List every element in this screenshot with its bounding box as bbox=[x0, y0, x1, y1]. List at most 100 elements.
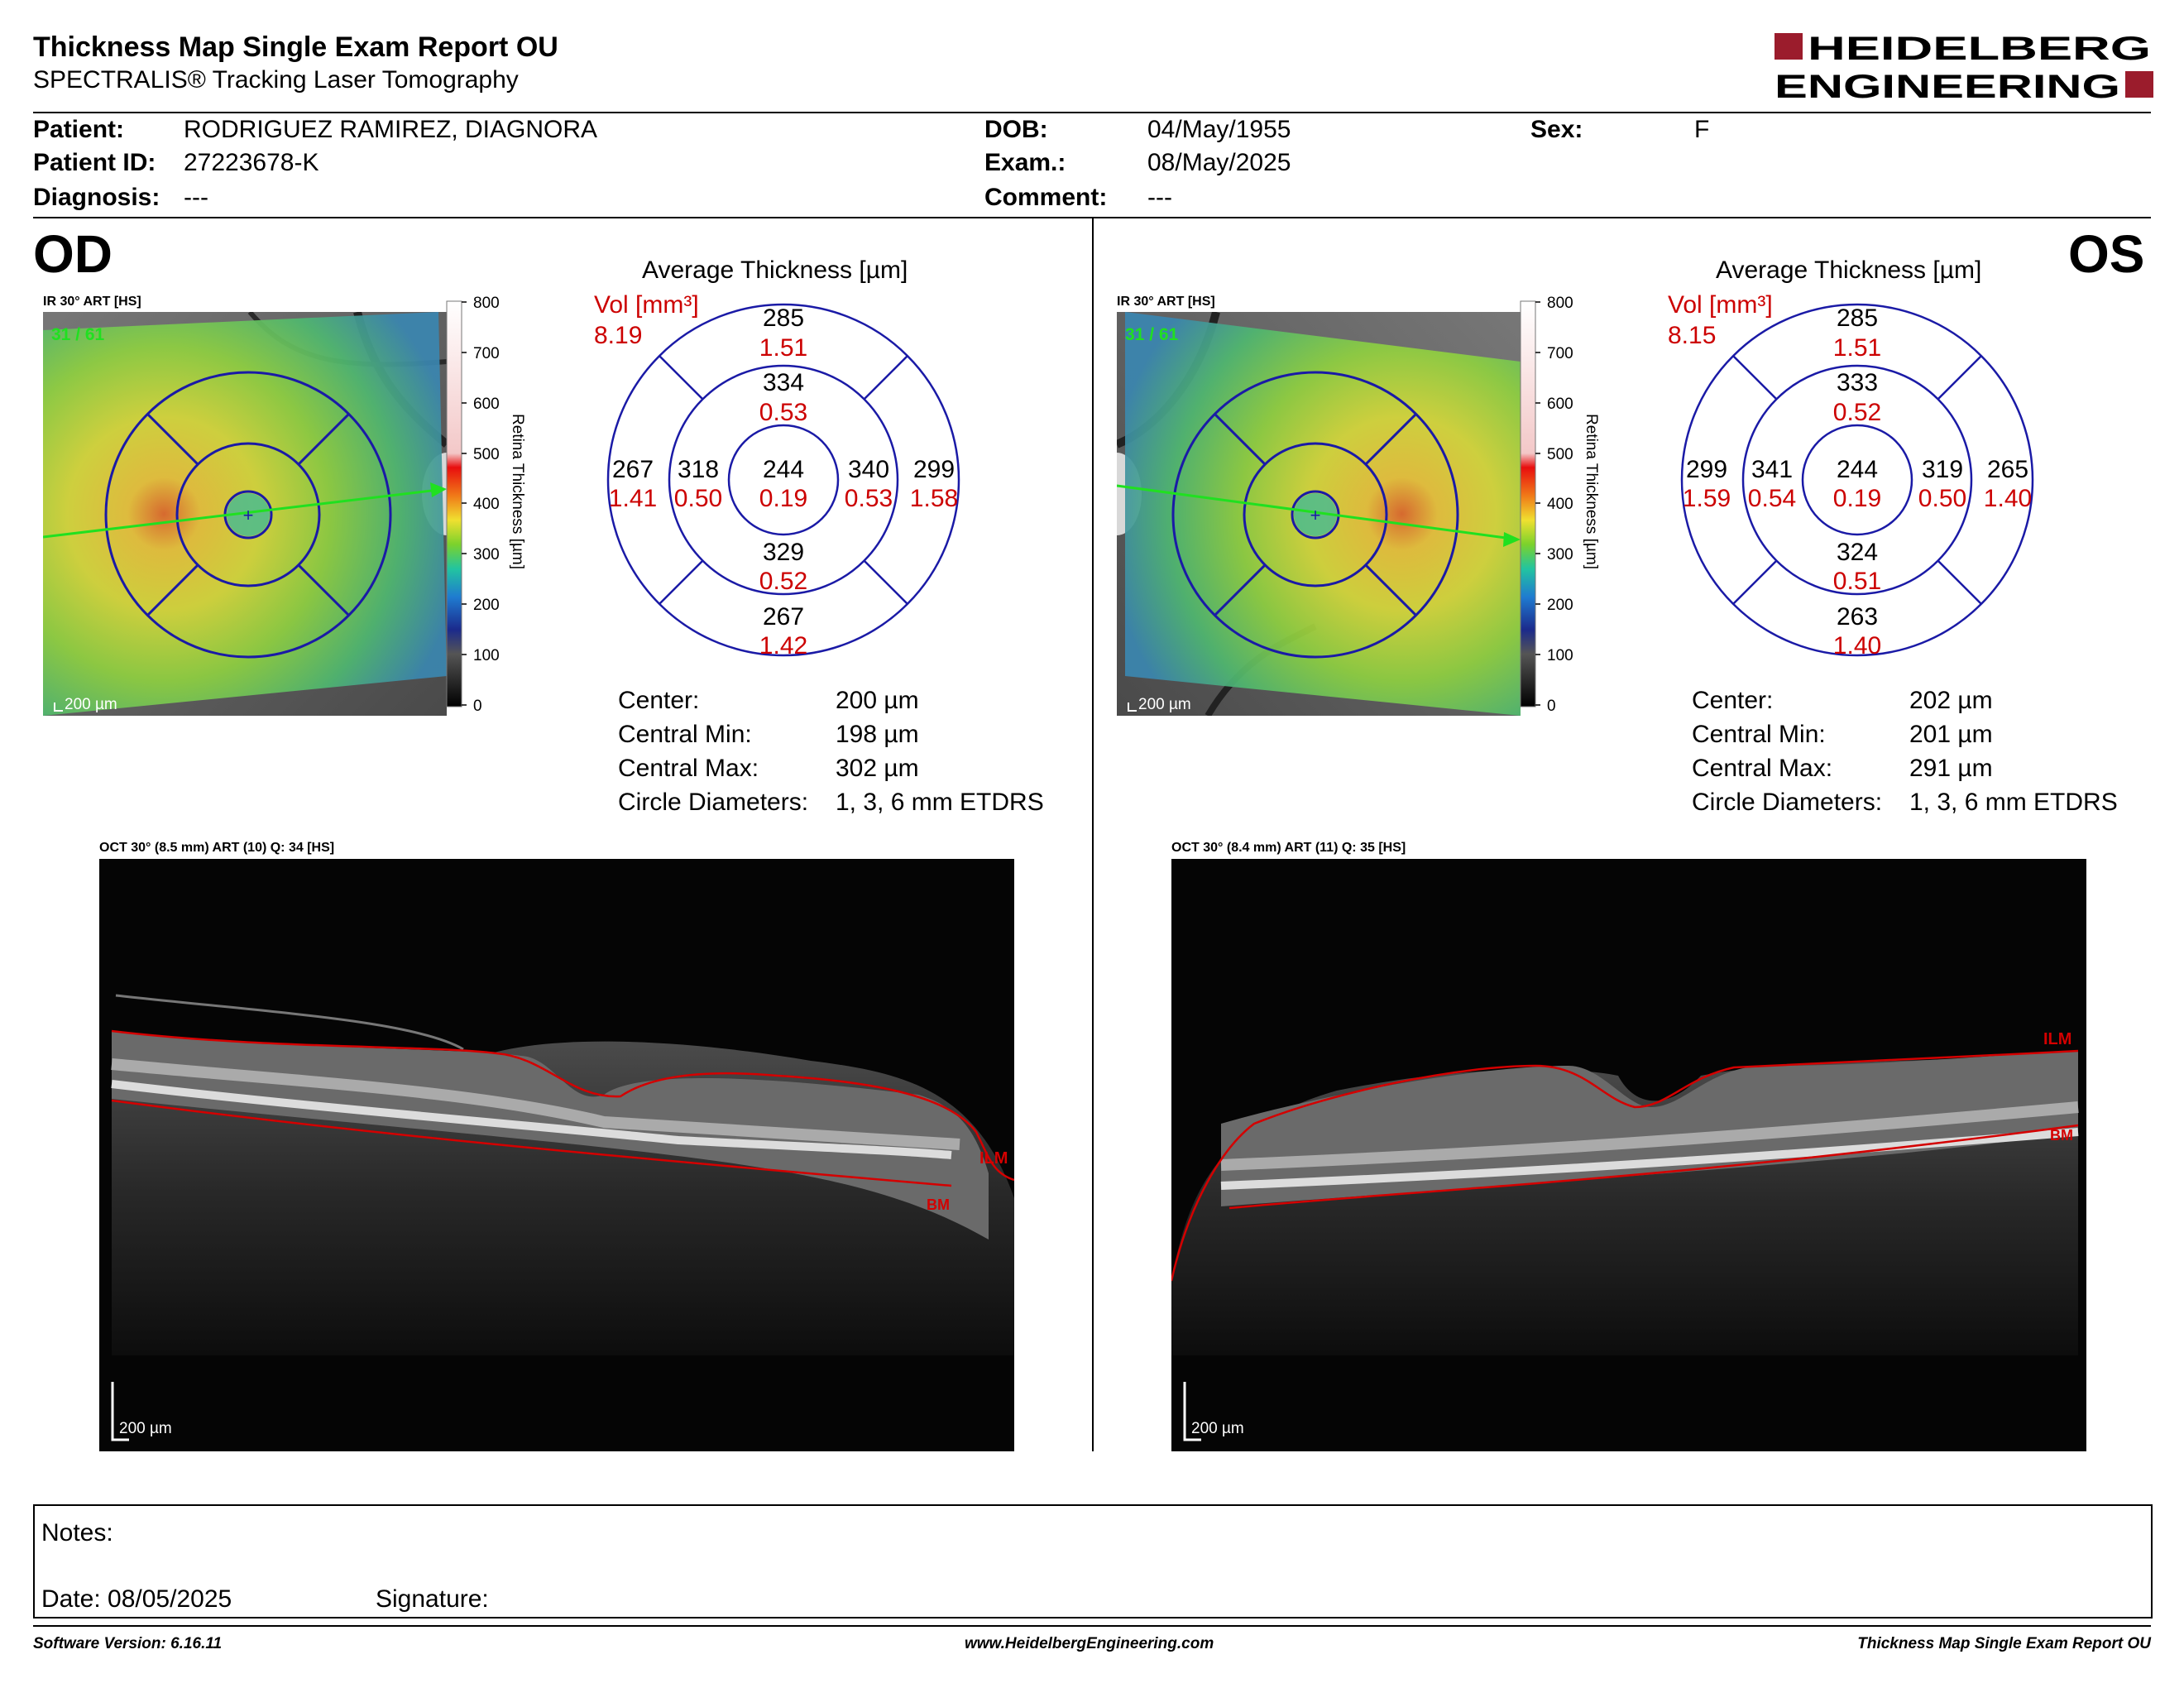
od-inner-inferior-volume: 0.52 bbox=[759, 568, 807, 595]
od-ir-scale: 200 µm bbox=[65, 696, 117, 713]
footer-divider bbox=[33, 1625, 2151, 1627]
notes-box[interactable]: Notes: Date: 08/05/2025 Signature: bbox=[33, 1504, 2153, 1618]
od-central-max-label: Central Max: bbox=[618, 755, 759, 782]
od-cbar-tick-700: 700 bbox=[473, 345, 500, 362]
od-slice-counter: 31 / 61 bbox=[51, 325, 105, 344]
os-bm-label: BM bbox=[2050, 1127, 2073, 1144]
patient-id: 27223678-K bbox=[184, 149, 319, 176]
od-inner-nasal-volume: 0.53 bbox=[845, 485, 893, 512]
os-inner-inferior-thickness: 324 bbox=[1837, 539, 1878, 566]
software-version: Software Version: 6.16.11 bbox=[33, 1635, 223, 1652]
od-outer-nasal-thickness: 299 bbox=[913, 456, 955, 483]
os-outer-superior-volume: 1.51 bbox=[1833, 334, 1881, 362]
os-center-thickness: 244 bbox=[1837, 456, 1878, 483]
os-colorbar-title: Retina Thickness [µm] bbox=[1583, 414, 1600, 569]
od-cbar-tick-0: 0 bbox=[473, 698, 482, 715]
exam-value: 08/May/2025 bbox=[1147, 149, 1291, 176]
report-subtitle: SPECTRALIS® Tracking Laser Tomography bbox=[33, 66, 519, 94]
eye-divider bbox=[1092, 218, 1094, 1451]
os-central-min-value: 201 µm bbox=[1909, 721, 1993, 748]
svg-text:+: + bbox=[243, 505, 254, 525]
os-oct-bscan: ILM BM 200 µm bbox=[1171, 859, 2086, 1451]
od-center-label: Center: bbox=[618, 687, 700, 714]
notes-label: Notes: bbox=[41, 1519, 113, 1547]
heidelberg-logo: HEIDELBERG ENGINEERING bbox=[1774, 31, 2153, 103]
website-link[interactable]: www.HeidelbergEngineering.com bbox=[965, 1635, 1214, 1652]
os-cbar-tick-800: 800 bbox=[1547, 296, 1573, 312]
os-cbar-tick-300: 300 bbox=[1547, 546, 1573, 563]
od-oct-bscan: ILM BM 200 µm bbox=[99, 859, 1014, 1451]
od-oct-header: OCT 30° (8.5 mm) ART (10) Q: 34 [HS] bbox=[99, 841, 335, 855]
logo-line2: ENGINEERING bbox=[1774, 69, 2120, 103]
od-inner-temporal-volume: 0.50 bbox=[674, 485, 722, 512]
od-outer-nasal-volume: 1.58 bbox=[910, 485, 958, 512]
od-ir-header: IR 30° ART [HS] bbox=[43, 295, 141, 309]
svg-text:Retina Thickness [µm]: Retina Thickness [µm] bbox=[509, 414, 526, 569]
os-cbar-tick-0: 0 bbox=[1547, 698, 1556, 715]
od-vol-value: 8.19 bbox=[594, 322, 643, 349]
os-outer-temporal-volume: 1.40 bbox=[1984, 485, 2032, 512]
od-vol-label: Vol [mm³] bbox=[594, 291, 699, 319]
os-vol-value: 8.15 bbox=[1668, 322, 1717, 349]
os-thickness-map: + 31 / 61 200 µm bbox=[1117, 312, 1521, 716]
os-cbar-tick-700: 700 bbox=[1547, 345, 1573, 362]
report-title: Thickness Map Single Exam Report OU bbox=[33, 31, 558, 63]
os-cbar-tick-500: 500 bbox=[1547, 446, 1573, 463]
sex-value: F bbox=[1694, 116, 1710, 143]
footer-report-name: Thickness Map Single Exam Report OU bbox=[1857, 1635, 2151, 1652]
od-outer-inferior-volume: 1.42 bbox=[759, 632, 807, 659]
od-avg-title: Average Thickness [µm] bbox=[642, 257, 908, 284]
od-cbar-tick-100: 100 bbox=[473, 647, 500, 664]
sex-label: Sex: bbox=[1530, 116, 1583, 143]
od-cbar-tick-300: 300 bbox=[473, 546, 500, 563]
od-cbar-tick-200: 200 bbox=[473, 597, 500, 614]
os-central-min-label: Central Min: bbox=[1692, 721, 1826, 748]
os-cbar-tick-400: 400 bbox=[1547, 496, 1573, 513]
od-inner-inferior-thickness: 329 bbox=[763, 539, 804, 566]
exam-label: Exam.: bbox=[984, 149, 1066, 176]
os-slice-counter: 31 / 61 bbox=[1125, 325, 1179, 344]
os-eye-label: OS bbox=[2068, 224, 2145, 284]
od-cbar-tick-500: 500 bbox=[473, 446, 500, 463]
od-center-volume: 0.19 bbox=[759, 485, 807, 512]
od-outer-superior-volume: 1.51 bbox=[759, 334, 807, 362]
os-inner-nasal-thickness: 341 bbox=[1751, 456, 1793, 483]
os-vol-label: Vol [mm³] bbox=[1668, 291, 1773, 319]
signature-label: Signature: bbox=[376, 1585, 489, 1613]
patient-name: RODRIGUEZ RAMIREZ, DIAGNORA bbox=[184, 116, 598, 143]
od-center-value: 200 µm bbox=[836, 687, 919, 714]
header-divider bbox=[33, 112, 2151, 113]
os-inner-inferior-volume: 0.51 bbox=[1833, 568, 1881, 595]
patient-label: Patient: bbox=[33, 116, 125, 143]
os-outer-temporal-thickness: 265 bbox=[1987, 456, 2028, 483]
od-outer-temporal-thickness: 267 bbox=[612, 456, 654, 483]
od-central-min-label: Central Min: bbox=[618, 721, 752, 748]
od-bm-label: BM bbox=[927, 1196, 950, 1213]
os-oct-scale: 200 µm bbox=[1191, 1420, 1244, 1437]
os-outer-inferior-thickness: 263 bbox=[1837, 603, 1878, 631]
od-cbar-tick-800: 800 bbox=[473, 296, 500, 312]
od-outer-inferior-thickness: 267 bbox=[763, 603, 804, 631]
od-central-min-value: 198 µm bbox=[836, 721, 919, 748]
od-thickness-map: + 31 / 61 200 µm bbox=[43, 312, 447, 716]
os-outer-inferior-volume: 1.40 bbox=[1833, 632, 1881, 659]
comment-label: Comment: bbox=[984, 184, 1108, 211]
od-inner-superior-thickness: 334 bbox=[763, 369, 804, 396]
od-colorbar-title: Retina Thickness [µm] bbox=[509, 414, 526, 569]
od-eye-label: OD bbox=[33, 224, 113, 284]
od-diameters-value: 1, 3, 6 mm ETDRS bbox=[836, 789, 1044, 816]
os-etdrs-grid: 285 1.51 333 0.52 299 1.59 341 0.54 244 … bbox=[1680, 303, 2034, 659]
logo-line1: HEIDELBERG bbox=[1808, 31, 2151, 67]
os-inner-nasal-volume: 0.54 bbox=[1748, 485, 1796, 512]
diagnosis-label: Diagnosis: bbox=[33, 184, 160, 211]
od-inner-nasal-thickness: 340 bbox=[848, 456, 889, 483]
od-outer-superior-thickness: 285 bbox=[763, 305, 804, 332]
os-outer-nasal-volume: 1.59 bbox=[1683, 485, 1731, 512]
dob-label: DOB: bbox=[984, 116, 1048, 143]
os-ilm-label: ILM bbox=[2043, 1030, 2071, 1048]
os-center-value: 202 µm bbox=[1909, 687, 1993, 714]
os-center-label: Center: bbox=[1692, 687, 1774, 714]
od-colorbar: 800 700 600 500 400 300 200 100 0 bbox=[446, 296, 500, 715]
os-cbar-tick-600: 600 bbox=[1547, 396, 1573, 413]
od-center-thickness: 244 bbox=[763, 456, 804, 483]
